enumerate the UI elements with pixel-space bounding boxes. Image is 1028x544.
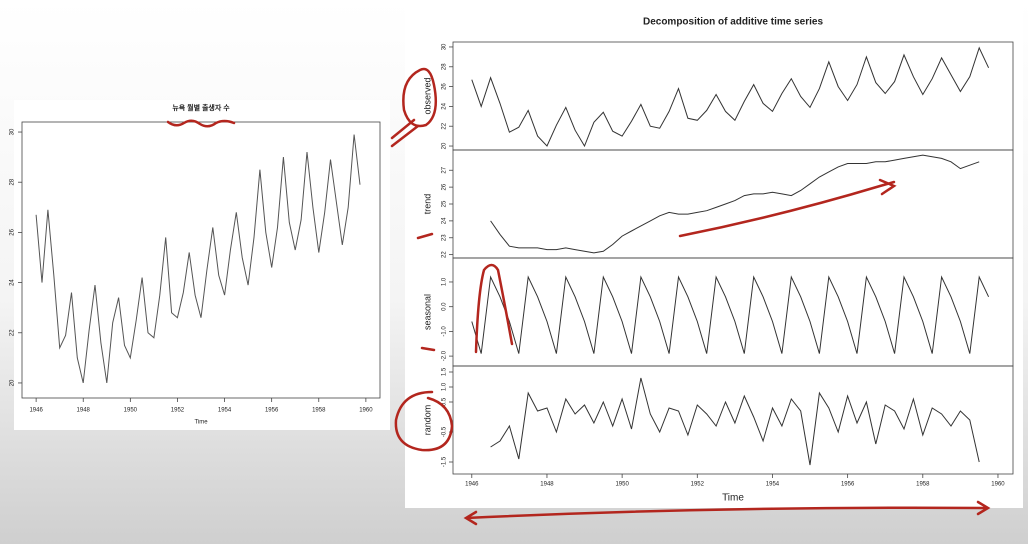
y-tick-label: 28: [442, 63, 448, 70]
y-tick-label: 1.0: [442, 382, 448, 391]
y-tick-label: 24: [442, 217, 448, 224]
plot-frame: [452, 365, 1014, 475]
time-arrow: [463, 500, 991, 526]
y-tick-label: 26: [10, 228, 16, 235]
x-tick-label: 1952: [171, 408, 185, 414]
x-tick-label: 1960: [359, 408, 373, 414]
y-tick-label: 28: [10, 178, 16, 185]
season-arch: [474, 263, 514, 354]
y-tick-label: 20: [442, 142, 448, 149]
trend-arrow: [678, 178, 897, 238]
x-tick-label: 1956: [265, 408, 279, 414]
x-tick-label: 1954: [218, 408, 232, 414]
y-axis-label: random: [422, 405, 432, 436]
series-line: [35, 134, 361, 384]
chart-title: Decomposition of additive time series: [643, 17, 823, 28]
series-line: [471, 46, 990, 148]
y-axis-label: seasonal: [422, 294, 432, 330]
y-tick-label: 24: [442, 102, 448, 109]
x-tick-label: 1952: [691, 482, 705, 488]
pointer: [390, 118, 420, 148]
plot-frame: [21, 121, 381, 399]
y-tick-label: 24: [10, 279, 16, 286]
x-tick-label: 1960: [991, 482, 1005, 488]
x-tick-label: 1956: [841, 482, 855, 488]
series-line: [471, 275, 990, 354]
y-tick-label: 26: [442, 183, 448, 190]
y-tick-label: 30: [10, 128, 16, 135]
y-tick-label: -1.0: [442, 326, 448, 337]
x-tick-label: 1950: [124, 408, 138, 414]
y-tick-label: 30: [442, 43, 448, 50]
y-tick-label: 1.0: [442, 277, 448, 286]
chart-title: 뉴욕 월별 출생자 수: [172, 103, 230, 112]
underline: [166, 119, 236, 128]
circle-random: [394, 390, 454, 452]
y-tick-label: 23: [442, 234, 448, 241]
x-tick-label: 1958: [916, 482, 930, 488]
y-tick-label: 26: [442, 83, 448, 90]
charts: 뉴욕 월별 출생자 수 20 22 24 26 28 30 1946 1948 1950 1952 1…: [10, 17, 1014, 504]
series-line: [490, 154, 980, 254]
circle-observed: [402, 67, 437, 128]
y-tick-label: -0.5: [442, 426, 448, 437]
tick-mark: [416, 232, 434, 240]
x-tick-label: 1954: [766, 482, 780, 488]
y-tick-label: 27: [442, 166, 448, 173]
left-plot-bg: [14, 100, 390, 430]
x-axis-label: Time: [194, 420, 208, 426]
x-axis-label: Time: [722, 493, 744, 504]
y-tick-label: -1.5: [442, 456, 448, 467]
y-tick-label: 25: [442, 200, 448, 207]
y-tick-label: 22: [442, 122, 448, 129]
y-axis-label: observed: [422, 77, 432, 114]
y-tick-label: 0.0: [442, 302, 448, 311]
x-tick-label: 1948: [540, 482, 554, 488]
tick-mark: [420, 346, 436, 352]
x-tick-label: 1950: [615, 482, 629, 488]
annotations: [166, 67, 991, 526]
y-tick-label: 1.5: [442, 367, 448, 376]
y-tick-label: 22: [442, 251, 448, 258]
y-tick-label: 0.5: [442, 397, 448, 406]
y-axis-label: trend: [422, 194, 432, 215]
x-tick-label: 1958: [312, 408, 326, 414]
y-tick-label: 22: [10, 329, 16, 336]
x-tick-label: 1948: [77, 408, 91, 414]
x-tick-label: 1946: [465, 482, 479, 488]
y-tick-label: -2.0: [442, 350, 448, 361]
series-line: [490, 377, 980, 466]
y-tick-label: 20: [10, 379, 16, 386]
x-tick-label: 1946: [29, 408, 43, 414]
